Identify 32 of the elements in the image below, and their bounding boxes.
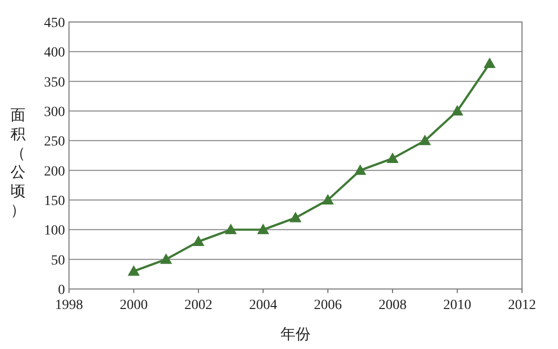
- y-tick-label: 250: [44, 134, 65, 150]
- point: [192, 236, 204, 246]
- point: [160, 253, 172, 264]
- point: [290, 212, 302, 222]
- x-tick-label: 2000: [120, 298, 148, 313]
- x-tick-label: 2008: [378, 298, 407, 313]
- x-tick-label: 2004: [249, 298, 278, 313]
- x-tick-label: 2006: [314, 298, 342, 313]
- x-tick-label: 2010: [443, 298, 472, 313]
- y-tick-label: 100: [44, 224, 65, 239]
- point: [224, 224, 237, 234]
- point: [484, 58, 496, 68]
- point: [451, 105, 464, 116]
- point: [418, 134, 431, 146]
- y-tick-label: 300: [44, 105, 65, 120]
- x-tick-label: 2012: [508, 298, 536, 313]
- y-tick-label: 150: [44, 194, 65, 209]
- y-tick-label: 400: [44, 46, 65, 61]
- point: [128, 265, 140, 276]
- y-tick-label: 0: [58, 283, 65, 298]
- point: [386, 152, 399, 163]
- point: [257, 224, 270, 234]
- point: [322, 194, 334, 204]
- x-tick-label: 1998: [55, 298, 83, 313]
- y-tick-label: 350: [44, 75, 65, 90]
- y-tick-label: 200: [44, 164, 65, 180]
- y-tick-label: 50: [51, 253, 65, 268]
- y-tick-label: 450: [44, 16, 65, 31]
- x-tick-label: 2002: [184, 298, 212, 313]
- y-axis-title: 面积（公顷）: [10, 108, 26, 219]
- x-axis-title: 年份: [280, 326, 310, 343]
- point: [354, 164, 366, 175]
